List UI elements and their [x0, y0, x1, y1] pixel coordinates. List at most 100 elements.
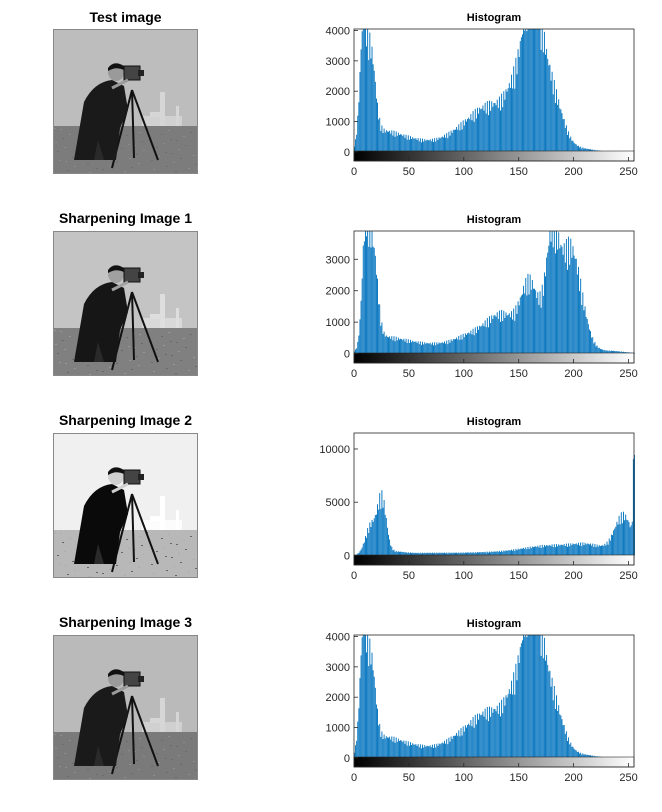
- histogram-title: Histogram: [466, 618, 522, 630]
- histogram-bar: [487, 327, 489, 354]
- histogram-bar: [405, 740, 407, 758]
- histogram-bar: [534, 288, 536, 354]
- histogram-bar: [493, 315, 495, 354]
- histogram-bar: [493, 708, 495, 758]
- histogram-bar: [537, 545, 539, 556]
- histogram-bar: [584, 306, 586, 354]
- histogram-bar: [560, 244, 562, 354]
- histogram-bar: [502, 551, 504, 556]
- histogram-bar: [474, 108, 476, 152]
- histogram-bar: [568, 131, 570, 152]
- histogram-bar: [525, 29, 527, 152]
- histogram-bar: [509, 87, 511, 152]
- histogram-bar: [514, 88, 516, 152]
- histogram-bar: [428, 343, 430, 354]
- histogram-bar: [536, 29, 538, 152]
- histogram-bar: [424, 139, 426, 152]
- histogram-bar: [410, 339, 411, 354]
- histogram-bar: [526, 295, 528, 354]
- histogram-bar: [554, 547, 556, 556]
- histogram-bar: [495, 316, 497, 354]
- histogram-bar: [470, 330, 472, 354]
- histogram-bar: [476, 552, 478, 556]
- histogram-bar: [460, 552, 462, 556]
- histogram-bar: [444, 740, 445, 758]
- histogram-bar: [364, 29, 366, 152]
- histogram-bar: [511, 549, 512, 556]
- histogram-bar: [584, 148, 586, 152]
- histogram-bar: [384, 514, 386, 556]
- histogram-bar: [473, 335, 475, 354]
- histogram-bar: [446, 552, 448, 556]
- histogram-bar: [596, 345, 598, 354]
- histogram-bar: [556, 544, 557, 556]
- histogram-bar: [490, 323, 492, 354]
- histogram-bar: [402, 552, 404, 556]
- histogram-bar: [358, 335, 360, 354]
- histogram-bar: [431, 552, 433, 556]
- histogram-bar: [444, 341, 445, 354]
- histogram-bar: [480, 109, 482, 152]
- histogram-bar: [518, 56, 520, 152]
- histogram-bar: [496, 551, 498, 556]
- image-title: Test image: [89, 9, 162, 25]
- x-tick-label: 50: [403, 368, 415, 380]
- x-tick-label: 100: [455, 368, 473, 380]
- histogram-title: Histogram: [466, 416, 522, 428]
- histogram-bar: [372, 64, 374, 152]
- histogram-bar: [429, 342, 431, 354]
- histogram-bar: [410, 136, 411, 152]
- histogram-bar: [501, 550, 503, 556]
- histogram-bar: [549, 670, 551, 758]
- histogram-bar: [501, 309, 503, 354]
- y-tick-label: 0: [344, 147, 350, 159]
- histogram-bar: [424, 745, 426, 758]
- histogram-bar: [532, 547, 534, 556]
- histogram-bar: [426, 745, 428, 758]
- histogram-bar: [549, 64, 551, 152]
- histogram-bar: [383, 331, 385, 354]
- histogram-bar: [463, 125, 465, 152]
- histogram-bar: [384, 738, 386, 758]
- histogram-bar: [423, 141, 425, 152]
- x-tick-label: 200: [564, 570, 582, 582]
- histogram-bar: [584, 754, 586, 758]
- histogram-bar: [466, 552, 467, 556]
- histogram-bar: [517, 301, 519, 354]
- histogram-bar: [603, 350, 605, 354]
- histogram-bar: [498, 96, 500, 152]
- histogram-bar: [542, 658, 544, 758]
- histogram-bar: [528, 548, 530, 556]
- histogram-bar: [528, 29, 530, 152]
- histogram-bar: [366, 652, 368, 758]
- histogram-bar: [503, 550, 505, 556]
- histogram-bar: [451, 738, 453, 758]
- histogram-bar: [369, 231, 371, 354]
- histogram-bar: [536, 546, 538, 556]
- histogram-bar: [508, 550, 510, 556]
- histogram-bar: [588, 329, 590, 354]
- axes-box: [353, 432, 635, 566]
- x-tick-label: 50: [403, 166, 415, 178]
- histogram-bar: [436, 552, 438, 556]
- histogram-bar: [441, 742, 443, 758]
- histogram-bar: [484, 102, 486, 152]
- histogram-bar: [511, 74, 512, 152]
- histogram-bar: [404, 552, 406, 556]
- histogram-bar: [504, 551, 506, 556]
- histogram-bar: [383, 500, 385, 556]
- histogram-bar: [473, 121, 475, 152]
- histogram-bar: [371, 231, 373, 354]
- histogram-bar: [373, 518, 375, 556]
- histogram-bar: [400, 740, 402, 758]
- histogram-bar: [485, 327, 487, 354]
- histogram-bar: [514, 320, 516, 354]
- histogram-bar: [450, 552, 452, 556]
- histogram-bar: [428, 746, 430, 758]
- histogram-bar: [402, 135, 404, 152]
- histogram-bar: [437, 745, 439, 758]
- histogram-bar: [447, 744, 449, 758]
- histogram-bar: [458, 336, 460, 354]
- y-tick-label: 3000: [326, 254, 350, 266]
- histogram-bar: [442, 552, 444, 556]
